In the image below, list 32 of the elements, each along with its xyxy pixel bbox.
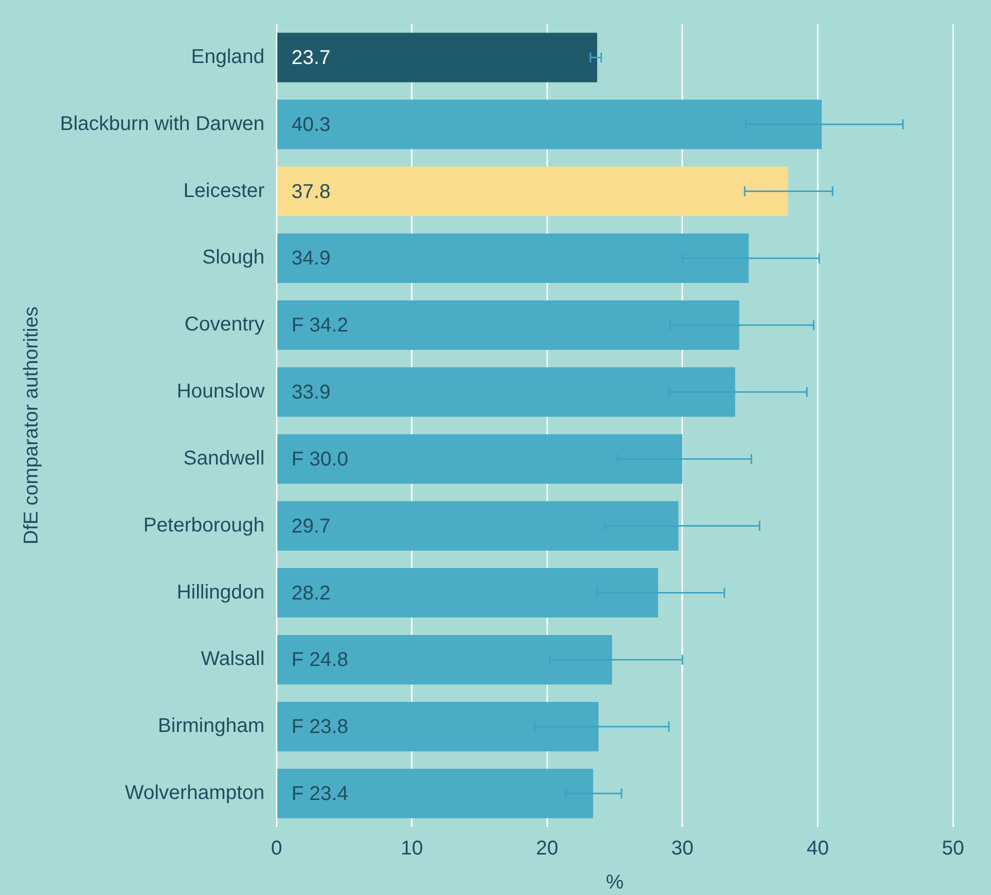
x-axis-title: % (606, 872, 624, 894)
data-label: 33.9 (292, 382, 330, 404)
y-tick-label: England (191, 46, 265, 68)
y-tick-label: Birmingham (158, 715, 265, 738)
x-tick-label: 50 (942, 838, 964, 860)
data-label: 28.2 (292, 582, 330, 604)
x-tick-label: 20 (536, 838, 558, 860)
y-axis-title: DfE comparator authorities (20, 306, 43, 544)
y-tick-label: Walsall (200, 648, 265, 670)
y-tick-label: Blackburn with Darwen (60, 112, 265, 135)
x-tick-label: 40 (806, 838, 829, 860)
x-tick-label: 0 (270, 838, 282, 860)
y-tick-label: Hounslow (176, 380, 266, 403)
y-tick-label: Sandwell (183, 447, 265, 470)
data-label: 37.8 (292, 180, 330, 203)
data-label: 23.7 (292, 46, 330, 69)
data-label: F 23.4 (292, 783, 348, 806)
data-label: F 24.8 (292, 649, 348, 672)
data-label: F 23.8 (292, 716, 348, 738)
data-label: 29.7 (292, 515, 330, 538)
x-tick-label: 30 (671, 838, 694, 860)
y-tick-label: Leicester (183, 180, 265, 202)
y-tick-label: Wolverhampton (124, 782, 265, 804)
data-label: F 30.0 (292, 448, 348, 470)
y-tick-label: Hillingdon (176, 581, 265, 604)
y-tick-label: Slough (202, 246, 265, 269)
y-tick-label: Coventry (184, 314, 265, 336)
data-label: 34.9 (292, 248, 330, 270)
data-label: F 34.2 (292, 314, 348, 337)
x-tick-label: 10 (400, 838, 423, 860)
data-label: 40.3 (292, 114, 330, 136)
y-tick-label: Peterborough (143, 514, 265, 536)
